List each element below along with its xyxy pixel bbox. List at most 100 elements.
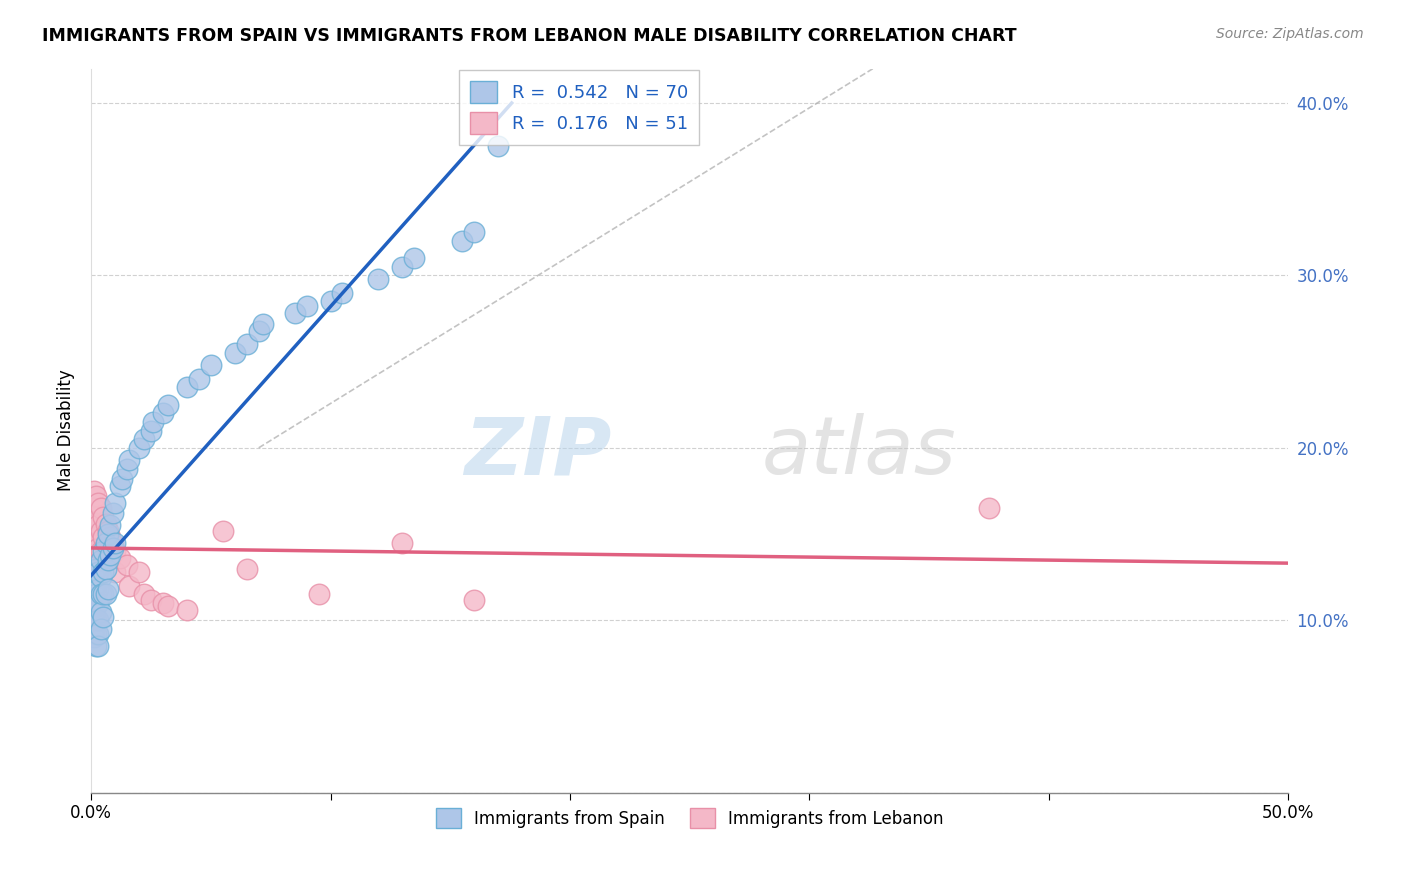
Point: [84, 531, 107, 545]
Point: [98, 551, 121, 566]
Point: [176, 380, 198, 394]
Point: [463, 225, 485, 239]
Point: [224, 346, 246, 360]
Point: [108, 479, 131, 493]
Point: [391, 535, 413, 549]
Point: [104, 565, 127, 579]
Point: [84, 489, 107, 503]
Point: [87, 496, 110, 510]
Point: [211, 524, 233, 538]
Point: [91, 531, 114, 545]
Point: [139, 592, 162, 607]
Point: [97, 553, 120, 567]
Point: [84, 599, 107, 614]
Point: [111, 472, 134, 486]
Point: [90, 587, 112, 601]
Point: [83, 579, 105, 593]
Point: [87, 541, 110, 555]
Point: [977, 501, 1000, 516]
Point: [84, 639, 107, 653]
Point: [284, 306, 307, 320]
Point: [91, 609, 114, 624]
Point: [94, 535, 117, 549]
Point: [83, 535, 105, 549]
Point: [94, 537, 117, 551]
Point: [108, 551, 131, 566]
Point: [97, 582, 120, 597]
Point: [98, 548, 121, 562]
Point: [104, 544, 127, 558]
Point: [91, 587, 114, 601]
Point: [252, 317, 274, 331]
Point: [87, 639, 110, 653]
Point: [91, 565, 114, 579]
Point: [308, 587, 330, 601]
Point: [98, 518, 121, 533]
Point: [91, 509, 114, 524]
Point: [90, 544, 112, 558]
Point: [83, 518, 105, 533]
Point: [332, 285, 354, 300]
Point: [132, 432, 155, 446]
Point: [83, 553, 105, 567]
Point: [463, 592, 485, 607]
Point: [152, 406, 174, 420]
Point: [97, 527, 120, 541]
Point: [83, 596, 105, 610]
Point: [87, 518, 110, 533]
Point: [235, 337, 257, 351]
Point: [101, 537, 124, 551]
Point: [118, 453, 141, 467]
Point: [101, 506, 124, 520]
Point: [101, 541, 124, 555]
Point: [97, 544, 120, 558]
Point: [367, 272, 389, 286]
Point: [486, 139, 509, 153]
Point: [200, 358, 222, 372]
Point: [94, 516, 117, 531]
Point: [104, 535, 127, 549]
Point: [295, 300, 318, 314]
Point: [319, 294, 342, 309]
Y-axis label: Male Disability: Male Disability: [58, 369, 75, 491]
Point: [83, 622, 105, 636]
Point: [84, 587, 107, 601]
Point: [87, 613, 110, 627]
Point: [94, 561, 117, 575]
Point: [98, 531, 121, 545]
Point: [391, 260, 413, 274]
Point: [152, 596, 174, 610]
Point: [83, 631, 105, 645]
Point: [87, 596, 110, 610]
Point: [84, 579, 107, 593]
Point: [118, 579, 141, 593]
Point: [451, 234, 474, 248]
Text: atlas: atlas: [762, 413, 956, 491]
Point: [83, 501, 105, 516]
Point: [90, 553, 112, 567]
Legend: Immigrants from Spain, Immigrants from Lebanon: Immigrants from Spain, Immigrants from L…: [429, 801, 950, 835]
Text: ZIP: ZIP: [464, 413, 612, 491]
Point: [90, 605, 112, 619]
Point: [176, 603, 198, 617]
Point: [87, 627, 110, 641]
Point: [115, 461, 138, 475]
Point: [84, 613, 107, 627]
Point: [83, 570, 105, 584]
Point: [84, 561, 107, 575]
Point: [90, 524, 112, 538]
Point: [156, 398, 179, 412]
Text: Source: ZipAtlas.com: Source: ZipAtlas.com: [1216, 27, 1364, 41]
Point: [84, 627, 107, 641]
Point: [83, 483, 105, 498]
Point: [83, 587, 105, 601]
Point: [91, 544, 114, 558]
Point: [156, 599, 179, 614]
Point: [90, 570, 112, 584]
Point: [83, 605, 105, 619]
Point: [104, 496, 127, 510]
Point: [142, 415, 165, 429]
Point: [247, 324, 270, 338]
Point: [97, 524, 120, 538]
Point: [84, 548, 107, 562]
